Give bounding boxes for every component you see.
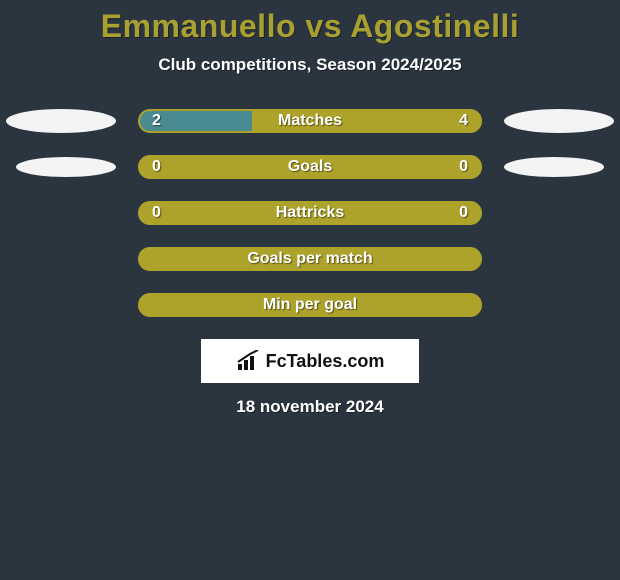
date-text: 18 november 2024: [0, 397, 620, 417]
page-title: Emmanuello vs Agostinelli: [0, 8, 620, 45]
stat-bar: 00Goals: [138, 155, 482, 179]
stat-bar: Goals per match: [138, 247, 482, 271]
infographic-container: Emmanuello vs Agostinelli Club competiti…: [0, 0, 620, 417]
comparison-row: 24Matches: [0, 109, 620, 133]
comparison-rows: 24Matches00Goals00HattricksGoals per mat…: [0, 109, 620, 317]
stat-bar: Min per goal: [138, 293, 482, 317]
value-right: 0: [459, 155, 468, 179]
value-right: 0: [459, 201, 468, 225]
bar-segment-right: [138, 201, 482, 225]
player-right-ellipse: [504, 157, 604, 177]
bar-segment-right: [138, 247, 482, 271]
stat-bar: 00Hattricks: [138, 201, 482, 225]
bar-segment-right: [138, 155, 482, 179]
logo-text: FcTables.com: [266, 351, 385, 372]
value-left: 2: [152, 109, 161, 133]
comparison-row: 00Goals: [0, 155, 620, 179]
stat-bar: 24Matches: [138, 109, 482, 133]
value-left: 0: [152, 201, 161, 225]
bar-segment-right: [138, 293, 482, 317]
player-left-ellipse: [16, 157, 116, 177]
subtitle: Club competitions, Season 2024/2025: [0, 55, 620, 75]
comparison-row: Goals per match: [0, 247, 620, 271]
chart-icon: [236, 350, 262, 372]
comparison-row: 00Hattricks: [0, 201, 620, 225]
bar-segment-right: [252, 109, 482, 133]
value-left: 0: [152, 155, 161, 179]
logo-box: FcTables.com: [201, 339, 419, 383]
player-left-ellipse: [6, 109, 116, 133]
comparison-row: Min per goal: [0, 293, 620, 317]
player-right-ellipse: [504, 109, 614, 133]
value-right: 4: [459, 109, 468, 133]
